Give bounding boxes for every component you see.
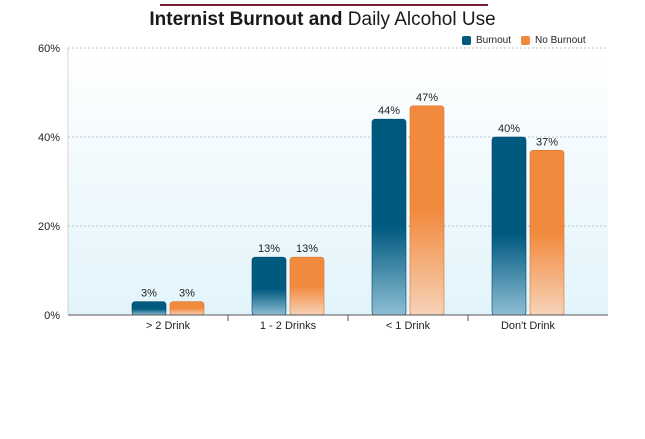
legend-item-no-burnout: No Burnout bbox=[521, 35, 586, 46]
y-tick-label: 20% bbox=[38, 221, 60, 233]
bar-burnout bbox=[251, 256, 287, 316]
x-tick-label: Don't Drink bbox=[501, 320, 556, 332]
y-tick-label: 60% bbox=[38, 43, 60, 55]
legend-label-burnout: Burnout bbox=[476, 35, 512, 46]
legend-item-burnout: Burnout bbox=[462, 35, 511, 46]
x-tick-label: > 2 Drink bbox=[146, 320, 191, 332]
chart-title-regular: Daily Alcohol Use bbox=[347, 9, 496, 30]
y-tick-label: 40% bbox=[38, 132, 60, 144]
y-tick-labels: 0% 20% 40% 60% bbox=[38, 43, 60, 322]
data-label: 13% bbox=[258, 243, 280, 255]
data-label: 13% bbox=[296, 243, 318, 255]
title-rule bbox=[160, 4, 488, 6]
bar-no-burnout bbox=[169, 301, 205, 316]
bar-no-burnout bbox=[529, 150, 565, 316]
data-label: 3% bbox=[179, 288, 195, 300]
plot-area bbox=[68, 48, 608, 315]
data-label: 44% bbox=[378, 105, 400, 117]
x-axis: > 2 Drink 1 - 2 Drinks < 1 Drink Don't Drin… bbox=[67, 48, 608, 332]
bar-no-burnout bbox=[289, 256, 325, 316]
data-label: 47% bbox=[416, 92, 438, 104]
legend-swatch-burnout bbox=[462, 36, 471, 45]
x-tick-label: 1 - 2 Drinks bbox=[260, 320, 317, 332]
chart-legend: Burnout No Burnout bbox=[462, 35, 596, 46]
x-tick-label: < 1 Drink bbox=[386, 320, 431, 332]
bar-burnout bbox=[131, 301, 167, 316]
data-label: 37% bbox=[536, 136, 558, 148]
chart-title: Internist Burnout and Daily Alcohol Use bbox=[0, 9, 645, 31]
data-label: 40% bbox=[498, 123, 520, 135]
bars: 3% 3% 13% 13% 44% 47% 40% 37% bbox=[131, 92, 565, 316]
bar-burnout bbox=[371, 118, 407, 316]
chart-title-bold: Internist Burnout and bbox=[149, 9, 343, 30]
bar-no-burnout bbox=[409, 105, 445, 316]
legend-label-no-burnout: No Burnout bbox=[535, 35, 586, 46]
y-tick-label: 0% bbox=[44, 310, 60, 322]
legend-swatch-no-burnout bbox=[521, 36, 531, 45]
bar-burnout bbox=[491, 136, 527, 316]
data-label: 3% bbox=[141, 288, 157, 300]
